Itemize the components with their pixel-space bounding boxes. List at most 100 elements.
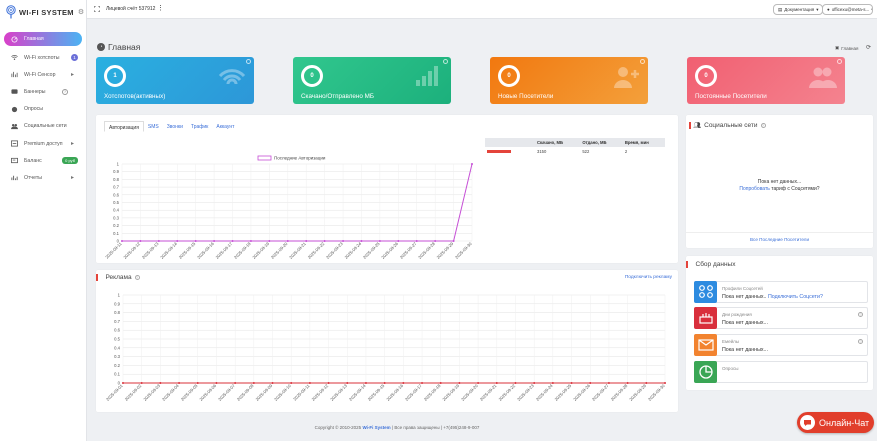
try-tariff-text: тариф с Соцсетями? bbox=[771, 186, 820, 192]
sidebar-item-banner[interactable]: Баннеры? bbox=[0, 83, 87, 100]
data-point bbox=[342, 240, 345, 242]
y-tick-label: 0.6 bbox=[114, 328, 120, 333]
x-tick-label: 2025-09-14 bbox=[348, 383, 367, 402]
info-icon[interactable] bbox=[640, 59, 645, 64]
data-point bbox=[607, 382, 610, 384]
data-point bbox=[421, 382, 424, 384]
new-visitors-card[interactable]: 0 Новые Посетители bbox=[490, 57, 648, 104]
row-value: Пока нет данных... bbox=[722, 347, 768, 353]
users-icon: 👥︎ bbox=[693, 123, 702, 129]
sidebar-item-label: Premium доступ bbox=[24, 140, 63, 147]
stat-value: 0 bbox=[695, 65, 717, 87]
all-visitors-link[interactable]: Все Последние Посетители bbox=[749, 237, 810, 242]
y-tick-label: 0 bbox=[118, 381, 121, 386]
hotspots-card[interactable]: 1 Хотспотов(активных) bbox=[96, 57, 254, 104]
sidebar-item-home[interactable]: Главная bbox=[4, 32, 82, 46]
sidebar-item-users[interactable]: Социальные сети bbox=[0, 118, 87, 135]
help-icon[interactable]: ? bbox=[858, 312, 863, 317]
chevron-right-icon: ▸ bbox=[70, 141, 74, 148]
connect-social-link[interactable]: Подключить Соцсети? bbox=[767, 294, 823, 300]
data-collect-row[interactable]: Емейлы Пока нет данных...? bbox=[694, 334, 868, 356]
x-tick-label: 2025-09-25 bbox=[362, 241, 381, 260]
x-tick-label: 2025-09-02 bbox=[124, 383, 143, 402]
x-tick-label: 2025-09-18 bbox=[233, 241, 252, 260]
y-tick-label: 0.6 bbox=[113, 192, 119, 197]
data-point bbox=[346, 382, 349, 384]
data-collect-row[interactable]: Опросы bbox=[694, 361, 868, 383]
online-chat-button[interactable]: Онлайн-Чат bbox=[797, 412, 874, 433]
data-point bbox=[176, 240, 179, 242]
try-line: Попробовать тариф с Соцсетями? bbox=[686, 186, 873, 193]
sidebar-item-label: Баланс bbox=[24, 157, 42, 164]
tab-2[interactable]: Звонки bbox=[166, 124, 183, 130]
help-icon[interactable]: ? bbox=[62, 88, 68, 95]
sidebar-item-wallet[interactable]: Баланс 0 руб bbox=[0, 152, 87, 169]
more-menu-icon[interactable]: ⋮ bbox=[157, 5, 164, 12]
x-tick-label: 2025-09-17 bbox=[215, 241, 234, 260]
y-tick-label: 0.7 bbox=[114, 319, 120, 324]
y-tick-label: 0.2 bbox=[114, 363, 120, 368]
data-point bbox=[452, 240, 455, 242]
tab-4[interactable]: Аккаунт bbox=[216, 124, 235, 130]
sidebar-item-premium[interactable]: Premium доступ ▸ bbox=[0, 135, 87, 152]
data-point bbox=[140, 382, 143, 384]
returning-visitors-card[interactable]: 0 Постоянные Посетители bbox=[687, 57, 845, 104]
docs-label: Документация bbox=[784, 7, 815, 12]
data-point bbox=[305, 240, 308, 242]
docs-dropdown[interactable]: ▤ Документация ▾ bbox=[773, 4, 824, 15]
info-icon[interactable] bbox=[837, 59, 842, 64]
breadcrumb[interactable]: ▣ Главная bbox=[835, 45, 858, 51]
traffic-card[interactable]: 0 Скачано/Отправлено МБ bbox=[293, 57, 451, 104]
connect-ads-link[interactable]: Подключить рекламу bbox=[624, 275, 672, 280]
info-icon[interactable] bbox=[246, 59, 251, 64]
sessions-table: Скачано, МБ Отдано, МБ Время, мин 3150 5… bbox=[485, 138, 665, 156]
logo[interactable]: WI-FI SYSTEM ⚙ bbox=[6, 5, 84, 19]
x-tick-label: 2025-09-21 bbox=[479, 383, 498, 402]
sidebar-item-wifi[interactable]: Wi-Fi хотспоты 1 bbox=[0, 49, 87, 66]
row-title: Профили Соцсетей bbox=[722, 286, 763, 291]
data-point bbox=[471, 163, 473, 165]
try-tariff-link[interactable]: Попробовать bbox=[739, 186, 770, 192]
all-visitors-footer: Все Последние Посетители bbox=[686, 232, 873, 242]
data-point bbox=[252, 382, 255, 384]
x-tick-label: 2025-09-30 bbox=[647, 383, 666, 402]
sidebar-nav: Главная Wi-Fi хотспоты 1 Wi-Fi Сенсор ▸ Банне… bbox=[0, 32, 87, 187]
table-row[interactable]: 3150 522 2 bbox=[485, 147, 665, 156]
chevron-down-icon: ▾ bbox=[871, 7, 872, 13]
info-icon[interactable] bbox=[443, 59, 448, 64]
footer-suffix: | Все права защищены | +7(495)248-9-007 bbox=[391, 425, 480, 430]
birthday-icon bbox=[698, 313, 713, 324]
help-icon[interactable]: ? bbox=[760, 123, 766, 128]
user-dropdown[interactable]: ● officexu@meta-s... ▾ bbox=[822, 4, 873, 15]
data-point bbox=[139, 240, 142, 242]
help-icon[interactable]: ? bbox=[858, 339, 863, 344]
data-collect-row[interactable]: Дни рождения Пока нет данных...? bbox=[694, 307, 868, 329]
data-point bbox=[402, 382, 405, 384]
section-marker bbox=[689, 122, 691, 129]
social-title: 👥︎ Социальные сети ? bbox=[689, 122, 766, 129]
data-point bbox=[327, 382, 330, 384]
y-tick-label: 0.5 bbox=[114, 337, 120, 342]
expand-icon[interactable] bbox=[94, 6, 100, 12]
tab-3[interactable]: Трафик bbox=[190, 124, 209, 130]
y-tick-label: 0.4 bbox=[114, 345, 120, 350]
tab-1[interactable]: SMS bbox=[147, 124, 159, 130]
gear-icon[interactable]: ⚙ bbox=[77, 9, 85, 16]
data-point bbox=[364, 382, 367, 384]
sidebar-item-sensor[interactable]: Wi-Fi Сенсор ▸ bbox=[0, 66, 87, 83]
tab-0[interactable]: Авторизация bbox=[104, 121, 144, 132]
breadcrumb-label: Главная bbox=[841, 45, 859, 51]
help-icon[interactable]: ? bbox=[134, 275, 140, 280]
refresh-icon[interactable]: ⟳ bbox=[866, 45, 872, 51]
social-empty: Пока нет данных... Попробовать тариф с С… bbox=[686, 179, 873, 193]
legend-swatch bbox=[257, 155, 272, 161]
x-tick-label: 2025-09-17 bbox=[404, 383, 423, 402]
sidebar-item-poll[interactable]: Опросы bbox=[0, 101, 87, 118]
data-point bbox=[551, 382, 554, 384]
data-collect-row[interactable]: Профили Соцсетей Пока нет данных.. Подклю… bbox=[694, 281, 868, 303]
data-point bbox=[249, 240, 252, 242]
sidebar-item-reports[interactable]: Отчеты ▸ bbox=[0, 169, 87, 186]
footer-brand-link[interactable]: Wi-Fi System bbox=[362, 425, 391, 430]
data-point bbox=[626, 382, 629, 384]
